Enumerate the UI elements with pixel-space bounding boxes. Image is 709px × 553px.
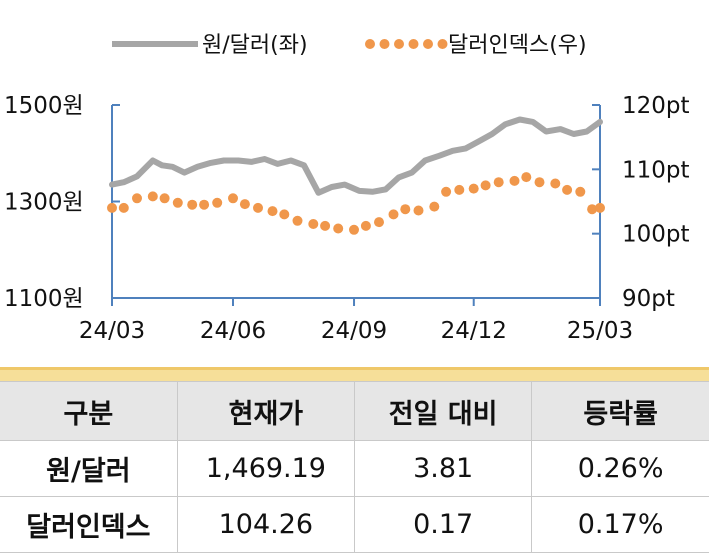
series-dxy-point: [388, 209, 399, 220]
left-tick-label: 1300원: [4, 190, 84, 216]
header-current-price: 현재가: [176, 381, 356, 441]
left-tick-label: 1500원: [4, 93, 84, 119]
legend-dxy-dot: [365, 39, 375, 49]
header-change-rate: 등락률: [531, 381, 709, 441]
series-dxy-point: [454, 184, 465, 195]
legend-krw-label: 원/달러(좌): [202, 33, 308, 58]
legend-dxy-dot: [423, 39, 433, 49]
series-dxy-point: [199, 199, 210, 210]
series-dxy-point: [575, 186, 586, 197]
row-krw-price: 1,469.19: [176, 440, 356, 497]
row-krw-label: 원/달러: [0, 440, 178, 497]
right-tick-label: 110pt: [622, 157, 690, 183]
series-dxy-point: [413, 205, 424, 216]
series-dxy-point: [521, 172, 532, 183]
series-dxy-point: [360, 220, 371, 231]
exchange-rate-chart: 원/달러(좌) 달러인덱스(우) 1500원 1300원 1100원 120pt 11…: [4, 33, 690, 344]
series-dxy-point: [292, 215, 303, 226]
series-dxy-point: [172, 197, 183, 208]
series-dxy-point: [107, 202, 117, 213]
series-dxy-point: [279, 209, 290, 220]
series-krw-line: [109, 116, 603, 196]
series-dxy-point: [308, 219, 319, 229]
x-tick-label: 24/12: [441, 318, 507, 344]
legend-dxy-dot: [437, 39, 448, 49]
series-dxy-point: [534, 177, 545, 188]
series-dxy-point: [429, 201, 440, 212]
series-dxy-point: [187, 199, 198, 210]
series-dxy-point: [587, 204, 598, 215]
table-top-band: [0, 367, 709, 381]
series-dxy-point: [147, 191, 158, 202]
series-dxy-point: [253, 202, 263, 213]
series-dxy-point: [441, 186, 452, 197]
series-dxy-point: [349, 224, 359, 235]
row-dxy-change: 0.17: [353, 496, 533, 553]
quote-table-container: 구분 현재가 전일 대비 등락률 원/달러 1,469.19 3.81 0.26…: [0, 367, 709, 553]
row-dxy-label: 달러인덱스: [0, 496, 178, 553]
right-tick-label: 100pt: [622, 222, 690, 248]
quote-table: 구분 현재가 전일 대비 등락률 원/달러 1,469.19 3.81 0.26…: [0, 381, 709, 553]
series-dxy-point: [267, 206, 278, 217]
series-dxy-point: [550, 178, 561, 189]
legend-dxy-dot: [379, 39, 390, 49]
table-row-krw: 원/달러 1,469.19 3.81 0.26%: [0, 440, 709, 497]
header-day-change: 전일 대비: [353, 381, 533, 441]
series-dxy-point: [595, 202, 605, 213]
series-dxy-point: [468, 183, 479, 194]
table-row-dxy: 달러인덱스 104.26 0.17 0.17%: [0, 496, 709, 553]
right-tick-label: 120pt: [622, 93, 690, 119]
legend-dxy-dot: [408, 39, 419, 49]
row-krw-rate: 0.26%: [531, 440, 709, 497]
series-dxy-point: [333, 223, 344, 234]
row-dxy-price: 104.26: [176, 496, 356, 553]
series-dxy-point: [239, 199, 250, 210]
right-tick-label: 90pt: [622, 286, 675, 312]
series-dxy-point: [374, 217, 384, 228]
legend-dxy-dot: [394, 39, 404, 49]
series-dxy-point: [228, 193, 238, 204]
x-tick-label: 24/06: [200, 318, 266, 344]
series-dxy-point: [400, 204, 411, 215]
series-dxy-point: [132, 193, 142, 204]
x-tick-label: 24/03: [79, 318, 145, 344]
series-dxy-point: [320, 220, 331, 231]
x-tick-label: 25/03: [567, 318, 633, 344]
left-tick-label: 1100원: [4, 286, 84, 312]
legend-dxy-swatch: [365, 39, 448, 49]
row-dxy-rate: 0.17%: [531, 496, 709, 553]
series-dxy-point: [159, 193, 170, 204]
x-tick-label: 24/09: [321, 318, 387, 344]
series-dxy-point: [493, 177, 504, 188]
series-dxy-point: [509, 175, 520, 186]
series-dxy-point: [212, 197, 223, 208]
table-header-row: 구분 현재가 전일 대비 등락률: [0, 381, 709, 441]
series-dxy-point: [562, 184, 573, 195]
series-dxy-point: [118, 202, 129, 213]
header-category: 구분: [0, 381, 178, 441]
legend-dxy-label: 달러인덱스(우): [448, 33, 587, 58]
row-krw-change: 3.81: [353, 440, 533, 497]
series-dxy-point: [480, 180, 491, 191]
